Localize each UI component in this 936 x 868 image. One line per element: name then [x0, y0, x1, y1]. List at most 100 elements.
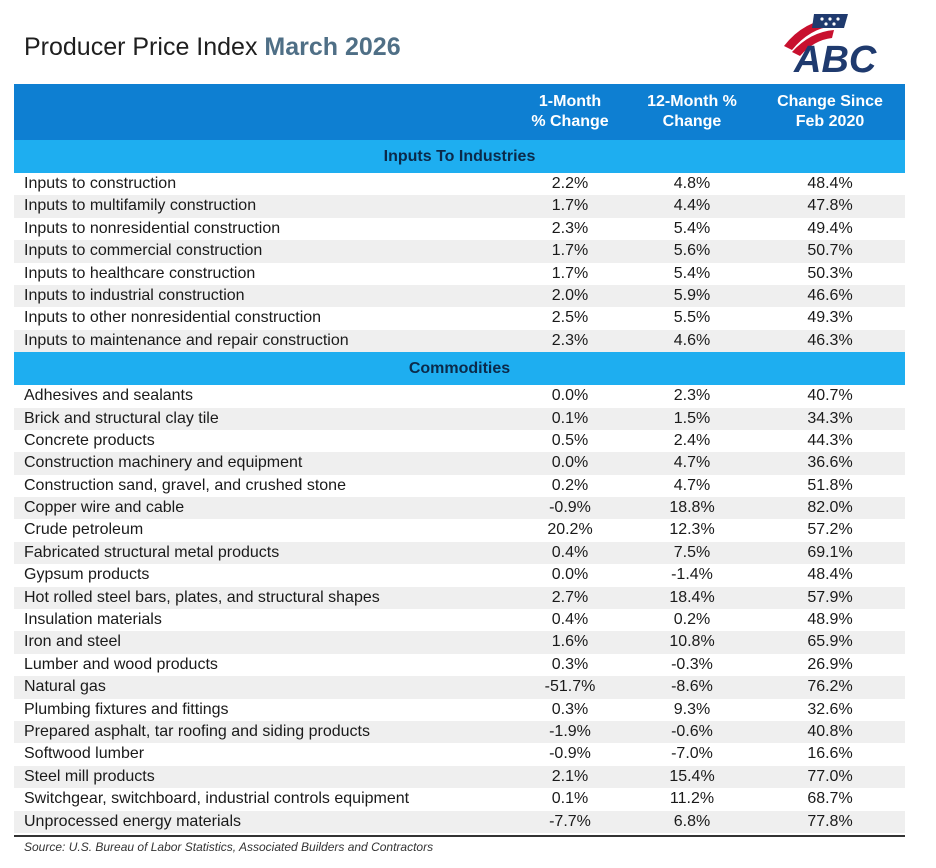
value-1-month: 1.7%	[551, 242, 589, 260]
value-12-month: 5.4%	[673, 219, 711, 237]
row-label: Copper wire and cable	[24, 499, 185, 517]
section-header: Commodities	[14, 352, 905, 386]
table-row: Adhesives and sealants 0.0% 2.3% 40.7%	[14, 385, 905, 407]
value-1-month: -0.9%	[549, 745, 591, 763]
row-label: Construction sand, gravel, and crushed s…	[24, 476, 346, 494]
title-accent: March 2026	[264, 33, 401, 61]
table-row: Switchgear, switchboard, industrial cont…	[14, 788, 905, 810]
value-12-month: 6.8%	[673, 812, 711, 830]
row-label: Fabricated structural metal products	[24, 543, 280, 561]
row-label: Inputs to construction	[24, 175, 177, 192]
value-1-month: 2.3%	[551, 331, 589, 349]
ppi-table: 1-Month % Change 12-Month % Change Chang…	[14, 84, 905, 837]
table-header: 1-Month % Change 12-Month % Change Chang…	[14, 84, 905, 140]
table-row: Inputs to other nonresidential construct…	[14, 307, 905, 329]
table-row: Iron and steel 1.6% 10.8% 65.9%	[14, 631, 905, 654]
value-12-month: 18.4%	[669, 588, 715, 606]
value-12-month: 4.7%	[673, 476, 711, 494]
col-header-since-feb-2020: Change Since Feb 2020	[777, 93, 883, 130]
col-header-1-month: 1-Month % Change	[531, 93, 609, 130]
value-1-month: 0.4%	[551, 611, 589, 629]
value-12-month: 9.3%	[673, 700, 711, 718]
value-since-feb-2020: 51.8%	[807, 476, 853, 494]
source-note: Source: U.S. Bureau of Labor Statistics,…	[24, 840, 434, 854]
row-label: Crude petroleum	[24, 521, 144, 539]
value-since-feb-2020: 49.3%	[807, 309, 853, 327]
value-12-month: -0.3%	[671, 655, 713, 673]
value-12-month: 2.3%	[673, 387, 711, 405]
value-since-feb-2020: 48.9%	[807, 611, 853, 629]
table-row: Brick and structural clay tile 0.1% 1.5% 34…	[14, 407, 905, 430]
value-since-feb-2020: 50.3%	[807, 264, 853, 282]
value-1-month: -0.9%	[549, 499, 591, 517]
table-row: Insulation materials 0.4% 0.2% 48.9%	[14, 609, 905, 631]
value-1-month: 2.1%	[551, 767, 589, 785]
value-1-month: 2.0%	[551, 286, 589, 304]
value-12-month: 5.4%	[673, 264, 711, 282]
value-12-month: 0.2%	[673, 611, 711, 629]
row-label: Switchgear, switchboard, industrial cont…	[24, 790, 410, 808]
row-label: Brick and structural clay tile	[24, 409, 219, 427]
row-label: Hot rolled steel bars, plates, and struc…	[24, 588, 380, 606]
value-12-month: -8.6%	[671, 678, 713, 696]
table-row: Inputs to construction 2.2% 4.8% 48.4%	[14, 173, 905, 195]
value-12-month: 4.6%	[673, 331, 711, 349]
row-label: Adhesives and sealants	[24, 387, 193, 405]
value-12-month: 4.4%	[673, 197, 711, 215]
row-label: Steel mill products	[24, 767, 155, 785]
row-label: Softwood lumber	[24, 745, 145, 763]
section-header: Inputs To Industries	[14, 140, 905, 173]
value-since-feb-2020: 46.3%	[807, 331, 853, 349]
value-1-month: 2.3%	[551, 219, 589, 237]
value-since-feb-2020: 40.7%	[807, 387, 853, 405]
value-since-feb-2020: 48.4%	[807, 566, 853, 584]
value-1-month: 0.1%	[551, 409, 589, 427]
table-row: Unprocessed energy materials -7.7% 6.8% 77.…	[14, 810, 905, 833]
table-row: Gypsum products 0.0% -1.4% 48.4%	[14, 564, 905, 586]
value-1-month: 1.6%	[551, 633, 589, 651]
table-row: Fabricated structural metal products 0.4%…	[14, 541, 905, 565]
value-1-month: 0.2%	[551, 476, 589, 494]
abc-logo: ABC	[784, 14, 877, 78]
value-1-month: 2.5%	[551, 309, 589, 327]
value-12-month: 11.2%	[669, 790, 715, 808]
row-label: Natural gas	[24, 678, 106, 696]
value-12-month: 12.3%	[669, 521, 715, 539]
value-12-month: -0.6%	[671, 722, 713, 740]
value-1-month: 2.2%	[551, 175, 589, 192]
value-1-month: 1.7%	[551, 264, 589, 282]
value-12-month: -7.0%	[671, 745, 713, 763]
value-1-month: 0.0%	[551, 454, 589, 472]
table-row: Inputs to maintenance and repair constru…	[14, 329, 905, 353]
col-header-12-month: 12-Month % Change	[647, 93, 737, 130]
table-row: Natural gas -51.7% -8.6% 76.2%	[14, 676, 905, 699]
value-since-feb-2020: 36.6%	[807, 454, 853, 472]
value-1-month: 2.7%	[551, 588, 589, 606]
table-row: Copper wire and cable -0.9% 18.8% 82.0%	[14, 497, 905, 520]
value-12-month: 2.4%	[673, 431, 711, 449]
value-1-month: 0.3%	[551, 700, 589, 718]
value-12-month: 7.5%	[673, 543, 711, 561]
table-row: Plumbing fixtures and fittings 0.3% 9.3% 32…	[14, 699, 905, 721]
value-12-month: 18.8%	[669, 499, 715, 517]
value-since-feb-2020: 40.8%	[807, 722, 853, 740]
row-label: Insulation materials	[24, 611, 162, 629]
section-rows: Inputs to construction 2.2% 4.8% 48.4% Input…	[14, 173, 905, 353]
value-1-month: 20.2%	[547, 521, 593, 539]
row-label: Inputs to multifamily construction	[24, 197, 257, 215]
value-since-feb-2020: 76.2%	[807, 678, 853, 696]
value-since-feb-2020: 65.9%	[807, 633, 853, 651]
value-1-month: 0.0%	[551, 566, 589, 584]
value-1-month: -1.9%	[549, 722, 591, 740]
value-1-month: 1.7%	[551, 197, 589, 215]
table-bottom-rule	[14, 834, 905, 837]
value-since-feb-2020: 77.0%	[807, 767, 853, 785]
table-row: Inputs to multifamily construction 1.7% 4.…	[14, 195, 905, 218]
logo-text: ABC	[793, 39, 877, 78]
row-label: Lumber and wood products	[24, 655, 218, 673]
row-label: Gypsum products	[24, 566, 150, 584]
value-since-feb-2020: 44.3%	[807, 431, 853, 449]
value-since-feb-2020: 50.7%	[807, 242, 853, 260]
value-since-feb-2020: 16.6%	[807, 745, 853, 763]
value-12-month: -1.4%	[671, 566, 713, 584]
